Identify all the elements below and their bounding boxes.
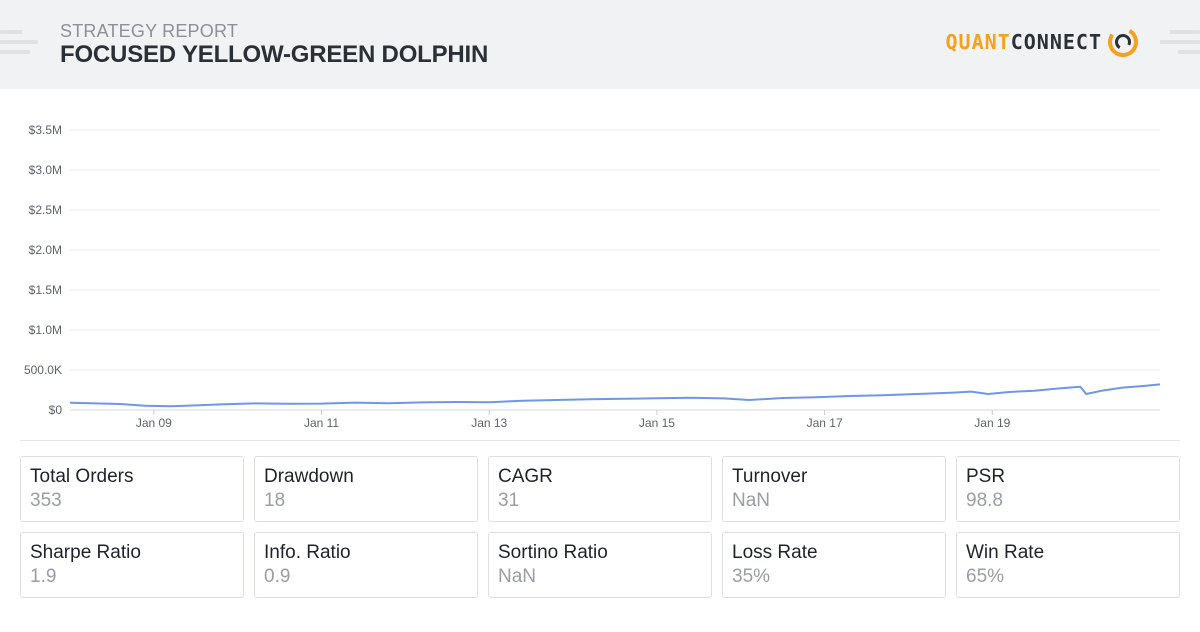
x-tick-label: Jan 13 (471, 416, 507, 430)
equity-line (69, 383, 1161, 408)
stat-card: Sortino Ratio NaN (488, 532, 712, 598)
equity-chart-svg: $0 500.0K $1.0M $1.5M $2.0M $2.5M $3.0M $3.5M Ja… (24, 123, 1161, 430)
stat-value: 98.8 (966, 490, 1003, 511)
header-decoration-left (0, 30, 38, 60)
stat-card: Drawdown 18 (254, 456, 478, 522)
report-subtitle: STRATEGY REPORT (60, 21, 239, 41)
header-decoration-right (1160, 30, 1200, 60)
report-header: STRATEGY REPORT FOCUSED YELLOW-GREEN DOL… (0, 0, 1200, 89)
x-tick-label: Jan 11 (304, 416, 339, 430)
y-tick-label: $3.0M (29, 163, 62, 177)
stats-grid: Total Orders 353 Drawdown 18 CAGR 31 Turnover N… (20, 456, 1180, 598)
stat-value: 65% (966, 566, 1005, 587)
stat-value: NaN (498, 566, 537, 587)
stat-value: 0.9 (264, 566, 291, 587)
stat-card: Turnover NaN (722, 456, 946, 522)
stat-card: Info. Ratio 0.9 (254, 532, 478, 598)
stat-value: 35% (732, 566, 771, 587)
y-tick-label: $3.5M (29, 123, 62, 137)
stat-value: 1.9 (30, 566, 57, 587)
stat-label: Sortino Ratio (498, 542, 608, 563)
y-tick-label: $1.0M (29, 323, 62, 337)
y-tick-label: $1.5M (29, 283, 62, 297)
section-divider (20, 440, 1180, 441)
y-tick-label: 500.0K (24, 363, 62, 377)
stat-label: Total Orders (30, 466, 134, 487)
stat-label: CAGR (498, 466, 553, 487)
logo-ring-icon (1108, 27, 1138, 57)
y-tick-label: $0 (49, 403, 63, 417)
x-tick-label: Jan 09 (136, 416, 172, 430)
stat-card: Total Orders 353 (20, 456, 244, 522)
stat-value: NaN (732, 490, 771, 511)
x-tick-label: Jan 15 (639, 416, 675, 430)
y-tick-label: $2.0M (29, 243, 62, 257)
strategy-title: FOCUSED YELLOW-GREEN DOLPHIN (60, 41, 489, 68)
stat-label: Turnover (732, 466, 808, 487)
stat-value: 31 (498, 490, 520, 511)
stat-card: Sharpe Ratio 1.9 (20, 532, 244, 598)
stat-label: Info. Ratio (264, 542, 351, 563)
stat-label: Drawdown (264, 466, 354, 487)
logo-text-connect: CONNECT (1010, 30, 1102, 54)
logo-text-quant: QUANT (945, 30, 1011, 54)
stat-label: Loss Rate (732, 542, 818, 563)
stat-label: Win Rate (966, 542, 1045, 563)
stat-label: PSR (966, 466, 1006, 487)
x-tick-label: Jan 17 (807, 416, 843, 430)
x-tick-label: Jan 19 (974, 416, 1010, 430)
stat-value: 18 (264, 490, 286, 511)
y-tick-label: $2.5M (29, 203, 62, 217)
stat-card: Win Rate 65% (956, 532, 1180, 598)
logo-text: QUANTCONNECT (945, 30, 1102, 54)
stat-label: Sharpe Ratio (30, 542, 141, 563)
stat-value: 353 (30, 490, 62, 511)
stat-card: Loss Rate 35% (722, 532, 946, 598)
stat-card: PSR 98.8 (956, 456, 1180, 522)
equity-chart: $0 500.0K $1.0M $1.5M $2.0M $2.5M $3.0M $3.5M Ja… (0, 112, 1200, 432)
stat-card: CAGR 31 (488, 456, 712, 522)
quantconnect-logo: QUANTCONNECT (945, 24, 1140, 60)
